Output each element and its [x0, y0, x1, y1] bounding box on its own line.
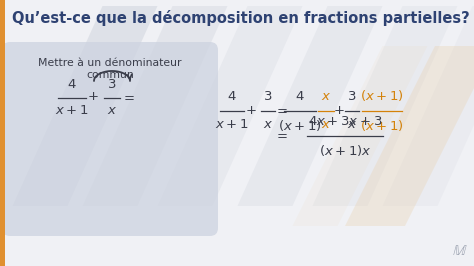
Text: $\mathbb{M}$: $\mathbb{M}$ [452, 243, 468, 258]
FancyBboxPatch shape [2, 42, 218, 236]
Bar [0, 0, 5, 266]
Text: $+$: $+$ [87, 90, 99, 103]
Text: $x$: $x$ [107, 104, 117, 117]
Text: Qu’est-ce que la décomposition en fractions partielles?: Qu’est-ce que la décomposition en fracti… [12, 10, 470, 26]
Text: $4x+3x+3$: $4x+3x+3$ [308, 115, 382, 128]
Polygon shape [157, 6, 302, 206]
Text: $x+1$: $x+1$ [215, 118, 249, 131]
Text: $=$: $=$ [274, 103, 288, 117]
Text: $x$: $x$ [263, 118, 273, 131]
Text: $x$: $x$ [347, 118, 357, 131]
Text: $=$: $=$ [121, 90, 135, 103]
Text: $4$: $4$ [67, 78, 77, 91]
Text: $+$: $+$ [333, 103, 345, 117]
Text: $4$: $4$ [295, 90, 305, 103]
Polygon shape [383, 6, 474, 206]
Polygon shape [82, 6, 228, 206]
Text: $x$: $x$ [321, 90, 331, 103]
Text: $3$: $3$ [264, 90, 273, 103]
Text: $x$: $x$ [321, 118, 331, 131]
Text: $3$: $3$ [347, 90, 357, 103]
Text: $3$: $3$ [107, 78, 117, 91]
Polygon shape [312, 6, 457, 206]
Text: $(x+1)$: $(x+1)$ [360, 88, 404, 103]
Polygon shape [292, 46, 428, 226]
Text: $(x+1)x$: $(x+1)x$ [319, 143, 372, 158]
Polygon shape [12, 6, 157, 206]
Text: Mettre à un dénominateur
commun: Mettre à un dénominateur commun [38, 58, 182, 80]
Text: $(x+1)$: $(x+1)$ [278, 118, 322, 133]
Text: $+$: $+$ [245, 103, 257, 117]
Polygon shape [345, 46, 474, 226]
Text: $x+1$: $x+1$ [55, 104, 89, 117]
Text: $=$: $=$ [274, 128, 288, 142]
Text: $4$: $4$ [227, 90, 237, 103]
Text: $(x+1)$: $(x+1)$ [360, 118, 404, 133]
Polygon shape [237, 6, 383, 206]
